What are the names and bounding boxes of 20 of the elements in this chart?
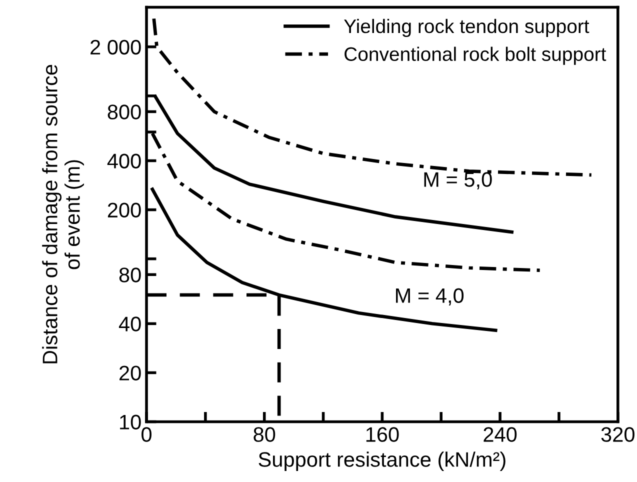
- x-axis-title: Support resistance (kN/m²): [258, 452, 506, 472]
- x-tick-label: 160: [366, 427, 399, 442]
- y-tick-label: 800: [108, 104, 141, 120]
- y-tick-label: 200: [108, 202, 141, 218]
- y-axis-title: Distance of damage from source of event (m): [42, 64, 84, 364]
- annotation: M = 4,0: [396, 288, 464, 306]
- line-series: [150, 132, 542, 272]
- x-tick-label: 320: [601, 427, 634, 442]
- y-tick-label: 80: [119, 268, 141, 282]
- y-tick-label: 2 000: [90, 40, 141, 55]
- legend-label: Conventional rock bolt support: [344, 46, 606, 65]
- legend-label: Yielding rock tendon support: [344, 18, 590, 38]
- annotation: M = 5,0: [424, 172, 492, 190]
- y-tick-label: 20: [120, 366, 141, 380]
- x-tick-label: 0: [142, 427, 152, 442]
- x-tick-label: 80: [254, 427, 276, 442]
- x-tick-label: 240: [484, 427, 517, 442]
- y-tick-label: 400: [107, 154, 141, 168]
- y-tick-label: 10: [120, 414, 141, 430]
- y-tick-label: 40: [118, 316, 141, 332]
